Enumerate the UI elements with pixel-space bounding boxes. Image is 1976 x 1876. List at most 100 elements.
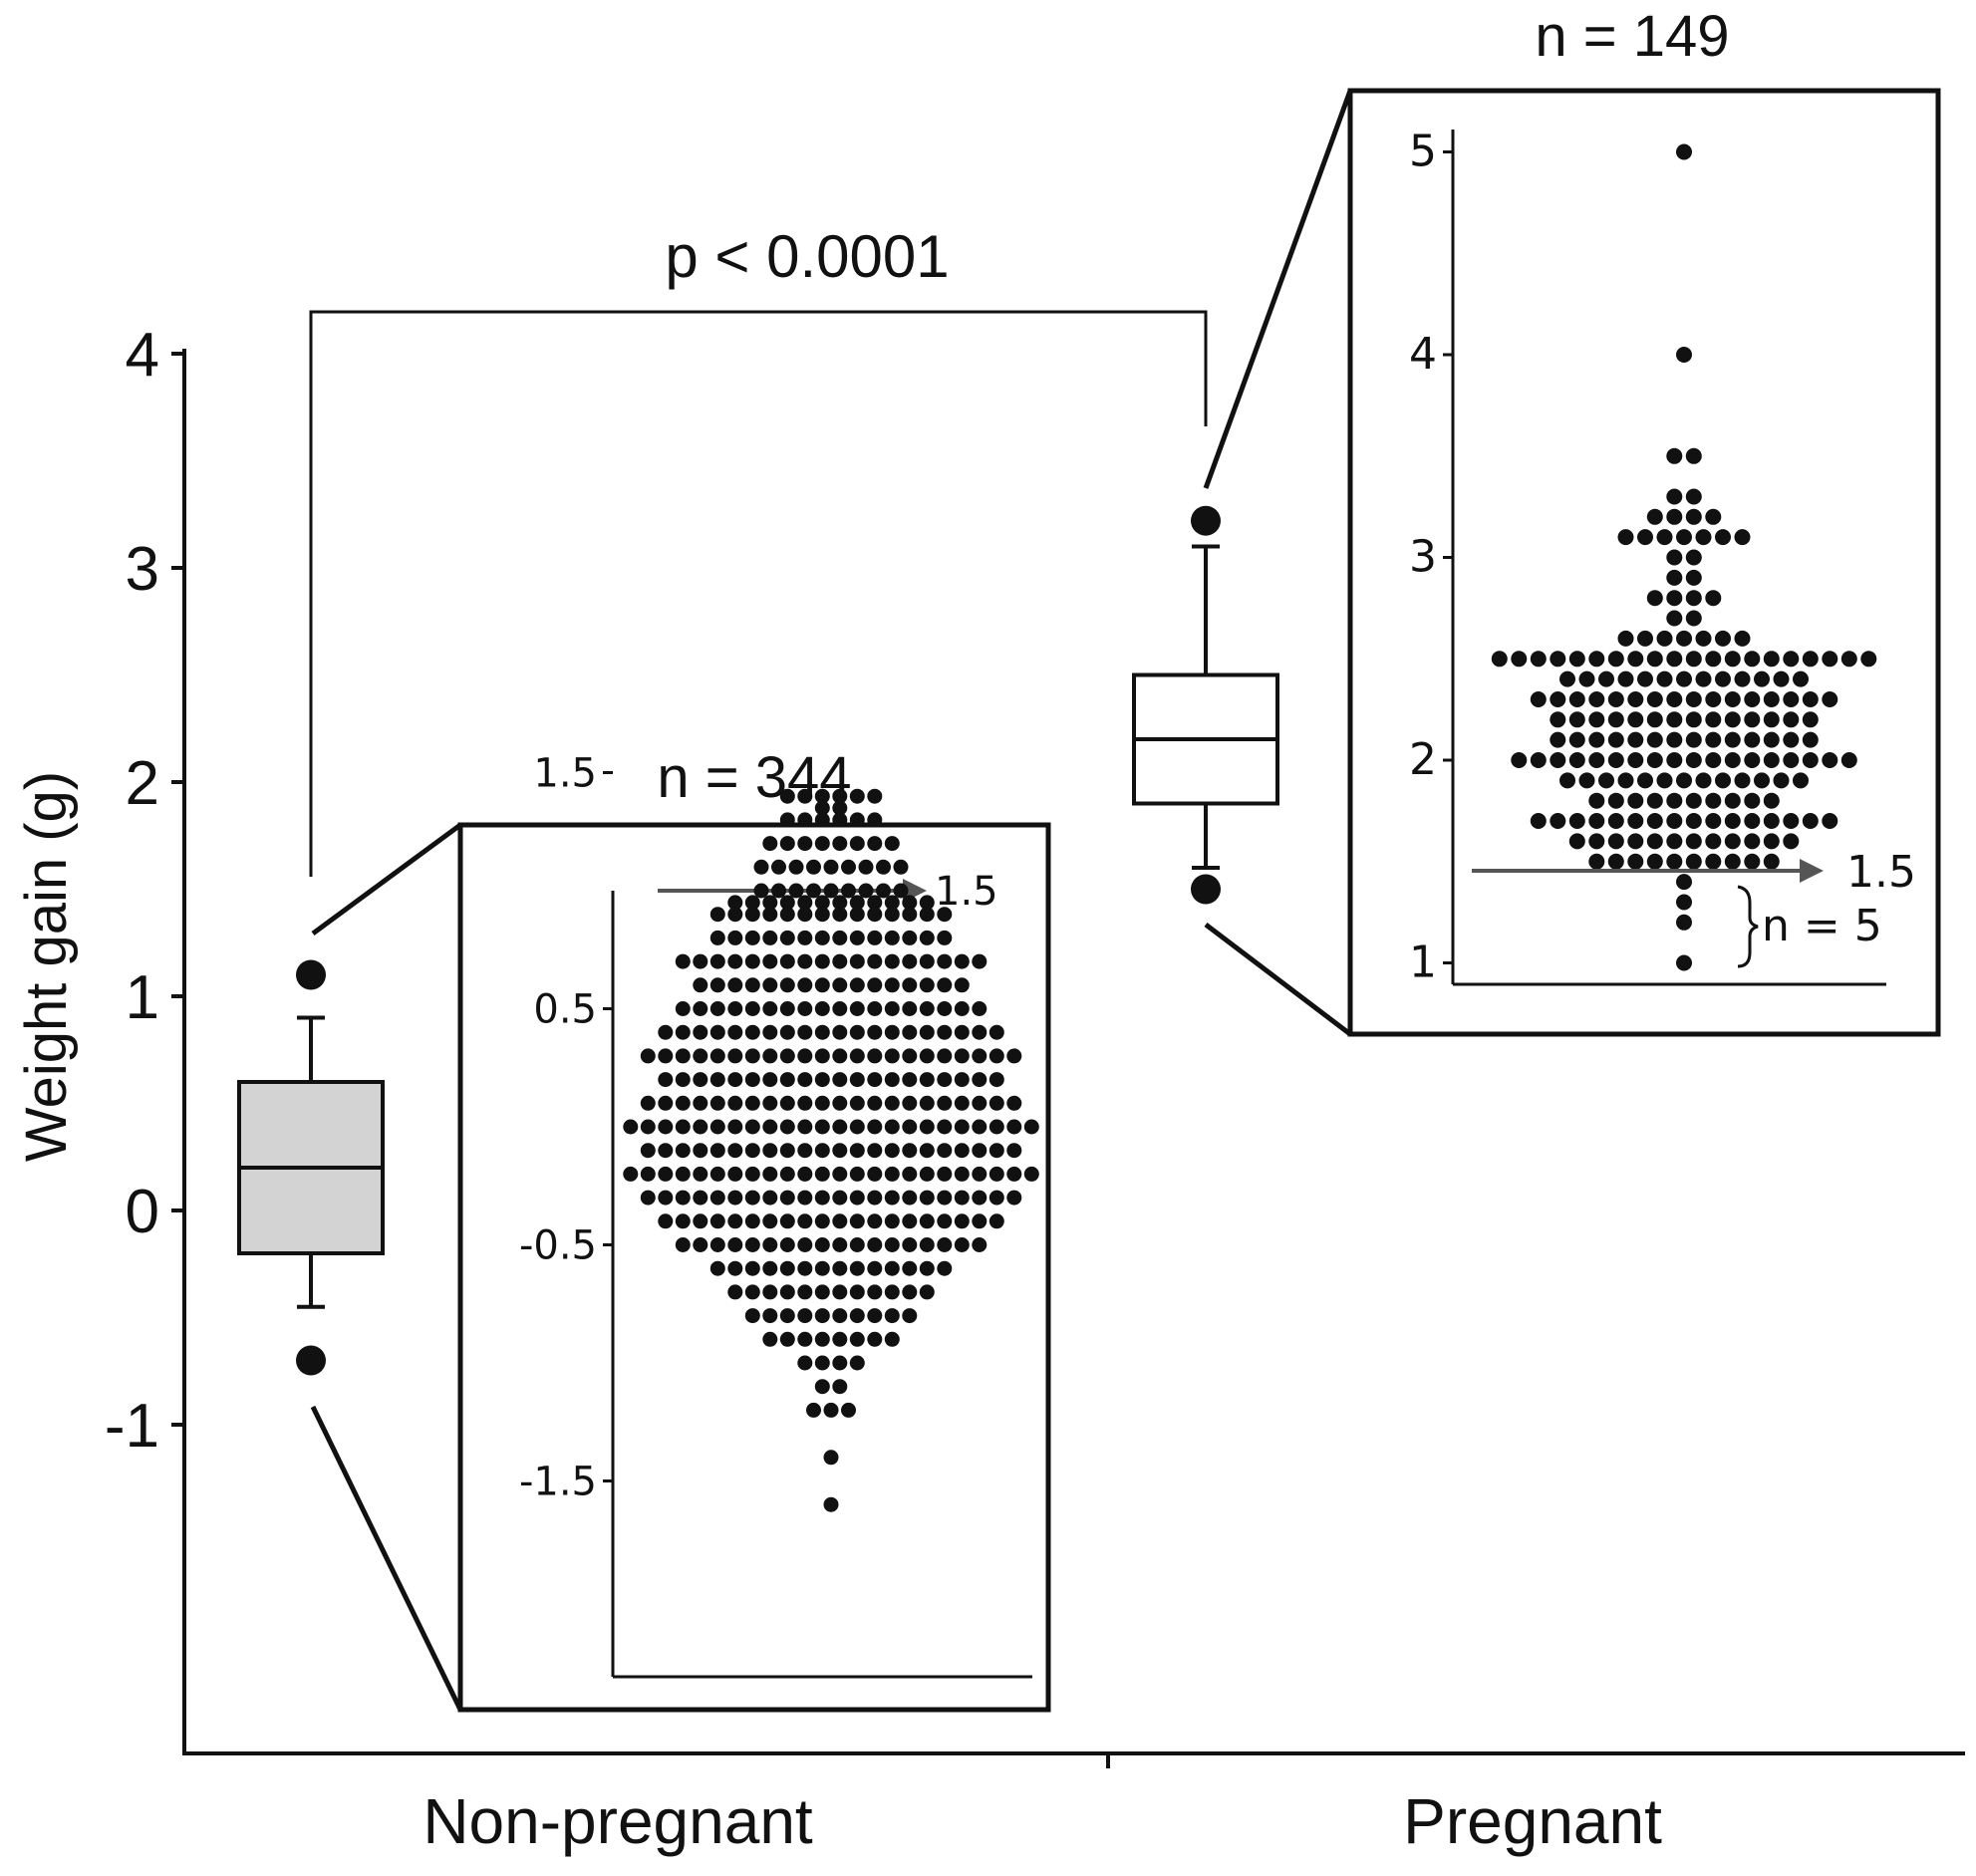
dot-point	[832, 1237, 848, 1252]
dot-point	[1715, 630, 1731, 647]
dot-point	[884, 977, 900, 993]
dot-point	[744, 930, 760, 945]
dot-point	[867, 953, 883, 969]
dot-point	[832, 907, 848, 923]
dot-point	[1006, 1095, 1022, 1111]
dot-point	[1783, 813, 1800, 829]
dot-point	[832, 1355, 848, 1371]
dot-point	[937, 930, 953, 945]
dot-point	[1559, 772, 1575, 789]
dot-point	[1646, 813, 1663, 829]
dot-point	[832, 800, 848, 816]
dot-point	[797, 1213, 813, 1229]
dot-point	[709, 930, 725, 945]
dot-point	[1685, 833, 1702, 850]
dot-point	[988, 1213, 1004, 1229]
dot-point	[797, 1331, 813, 1347]
inset-y-tick-label: -0.5	[519, 1223, 597, 1269]
dot-point	[919, 977, 935, 993]
dot-point	[867, 1143, 883, 1159]
dot-point	[823, 1496, 839, 1512]
dot-point	[937, 1260, 953, 1276]
dot-point	[779, 930, 795, 945]
dot-point	[919, 1095, 935, 1111]
dot-point	[884, 930, 900, 945]
dot-point	[1705, 508, 1722, 525]
dot-point	[972, 1119, 988, 1135]
dot-point	[1763, 711, 1780, 728]
dot-point	[1617, 630, 1634, 647]
zoom-line-pregnant-bottom	[1204, 923, 1352, 1036]
dot-point	[779, 1166, 795, 1182]
dot-point	[762, 895, 778, 911]
dot-point	[1568, 752, 1585, 768]
dot-point	[797, 930, 813, 945]
dot-point	[1754, 772, 1770, 789]
dot-point	[867, 1260, 883, 1276]
inset-y-tick-label: 1	[1409, 938, 1437, 988]
dot-point	[937, 1190, 953, 1206]
dot-point	[1646, 792, 1663, 809]
dot-point	[1588, 833, 1605, 850]
dot-point	[1685, 731, 1702, 748]
dot-point	[1588, 813, 1605, 829]
dot-point	[1530, 813, 1547, 829]
dot-point	[814, 1331, 830, 1347]
dot-point	[1763, 752, 1780, 768]
dot-point	[814, 1166, 830, 1182]
dot-point	[1685, 590, 1702, 607]
dot-point	[727, 1024, 743, 1040]
inset-pregnant: n = 149 5 4 3 2 1 1.5 n = 5	[1347, 4, 1941, 1037]
dot-point	[1550, 731, 1566, 748]
y-tick-label: 3	[126, 535, 159, 604]
dot-point	[814, 1001, 830, 1016]
dot-point	[867, 788, 883, 804]
dot-point	[1685, 813, 1702, 829]
dot-point	[1734, 772, 1751, 789]
dot-point	[1685, 651, 1702, 668]
zoom-line-pregnant-top	[1203, 90, 1353, 489]
dot-point	[1763, 731, 1780, 748]
outlier-bracket-label: n = 5	[1762, 901, 1882, 951]
dot-point	[779, 1095, 795, 1111]
dot-point	[762, 1308, 778, 1324]
dot-point	[1627, 731, 1644, 748]
dot-point	[1627, 813, 1644, 829]
dot-point	[779, 895, 795, 911]
dot-point	[1646, 752, 1663, 768]
dot-point	[779, 788, 795, 804]
dot-point	[1685, 447, 1702, 464]
dot-point	[1550, 813, 1566, 829]
dot-point	[884, 1001, 900, 1016]
dot-point	[1568, 833, 1585, 850]
dot-point	[1744, 813, 1761, 829]
dot-point	[849, 1355, 865, 1371]
dot-point	[1666, 610, 1683, 627]
dot-point	[1550, 691, 1566, 707]
dot-point	[1637, 772, 1653, 789]
dot-point	[902, 930, 918, 945]
dot-point	[744, 1024, 760, 1040]
dot-point	[1666, 752, 1683, 768]
dot-point	[779, 953, 795, 969]
dot-point	[902, 1119, 918, 1135]
dot-point	[797, 1355, 813, 1371]
dot-point	[744, 1284, 760, 1300]
dot-point	[1685, 853, 1702, 870]
dot-point	[779, 977, 795, 993]
dot-point	[1637, 630, 1653, 647]
dot-point	[1568, 731, 1585, 748]
dot-point	[1715, 670, 1731, 687]
dot-point	[709, 1024, 725, 1040]
dot-point	[709, 1072, 725, 1088]
dot-point	[832, 1024, 848, 1040]
dot-point	[744, 1166, 760, 1182]
dot-point	[954, 1237, 970, 1252]
dot-point	[849, 1143, 865, 1159]
dot-point	[954, 1001, 970, 1016]
dot-point	[1550, 651, 1566, 668]
dot-point	[1783, 731, 1800, 748]
dot-point	[937, 977, 953, 993]
dot-point	[1006, 1143, 1022, 1159]
